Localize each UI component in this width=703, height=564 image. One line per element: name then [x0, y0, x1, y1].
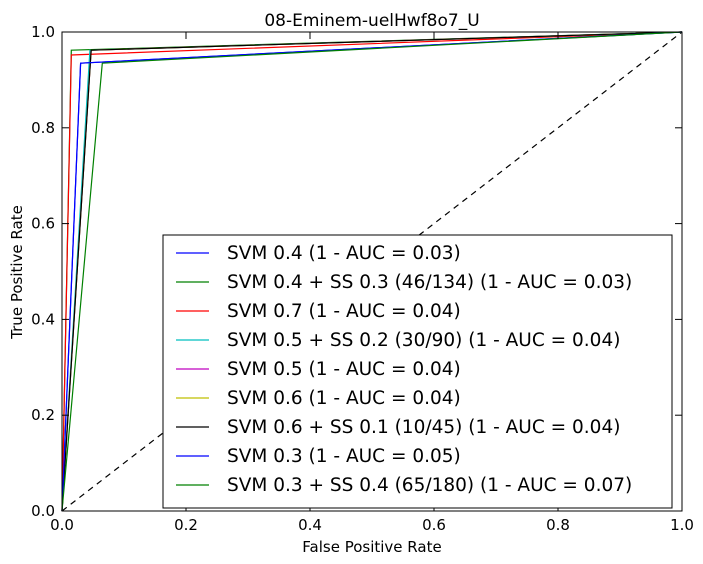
y-axis: 0.0 0.2 0.4 0.6 0.8 1.0: [31, 23, 682, 520]
y-axis-label: True Positive Rate: [8, 205, 26, 340]
x-tick-label: 1.0: [670, 516, 694, 534]
y-tick-label: 0.0: [31, 502, 55, 520]
series-line-3: [61, 31, 683, 512]
legend-entry: SVM 0.7 (1 - AUC = 0.04): [227, 301, 461, 322]
x-tick-label: 0.4: [298, 516, 322, 534]
diagonal-reference-line: [61, 31, 683, 512]
legend-entry: SVM 0.5 + SS 0.2 (30/90) (1 - AUC = 0.04…: [227, 330, 620, 351]
x-tick-label: 0.0: [50, 516, 74, 534]
y-tick-label: 0.8: [31, 119, 55, 137]
x-tick-label: 0.6: [422, 516, 446, 534]
series-line-7: [61, 31, 683, 512]
legend-entry: SVM 0.6 (1 - AUC = 0.04): [227, 388, 461, 409]
y-tick-label: 0.4: [31, 310, 55, 328]
legend-box: [162, 234, 673, 509]
x-axis: 0.0 0.2 0.4 0.6 0.8 1.0: [50, 32, 694, 534]
legend-entry: SVM 0.4 + SS 0.3 (46/134) (1 - AUC = 0.0…: [227, 272, 632, 293]
legend: SVM 0.4 (1 - AUC = 0.03) SVM 0.4 + SS 0.3…: [162, 234, 673, 509]
plot-area: [61, 31, 683, 512]
y-tick-label: 1.0: [31, 23, 55, 41]
series-line-9: [61, 31, 683, 512]
y-tick-label: 0.2: [31, 406, 55, 424]
x-axis-label: False Positive Rate: [302, 538, 441, 556]
legend-entry: SVM 0.3 (1 - AUC = 0.05): [227, 446, 461, 467]
y-tick-label: 0.6: [31, 215, 55, 233]
plot-frame: [61, 31, 683, 512]
legend-entry: SVM 0.6 + SS 0.1 (10/45) (1 - AUC = 0.04…: [227, 417, 620, 438]
chart-title: 08-Eminem-uelHwf8o7_U: [264, 11, 479, 31]
x-tick-label: 0.2: [174, 516, 198, 534]
legend-entry: SVM 0.4 (1 - AUC = 0.03): [227, 243, 461, 264]
legend-entry: SVM 0.3 + SS 0.4 (65/180) (1 - AUC = 0.0…: [227, 475, 632, 496]
legend-entry: SVM 0.5 (1 - AUC = 0.04): [227, 359, 461, 380]
x-tick-label: 0.8: [546, 516, 570, 534]
